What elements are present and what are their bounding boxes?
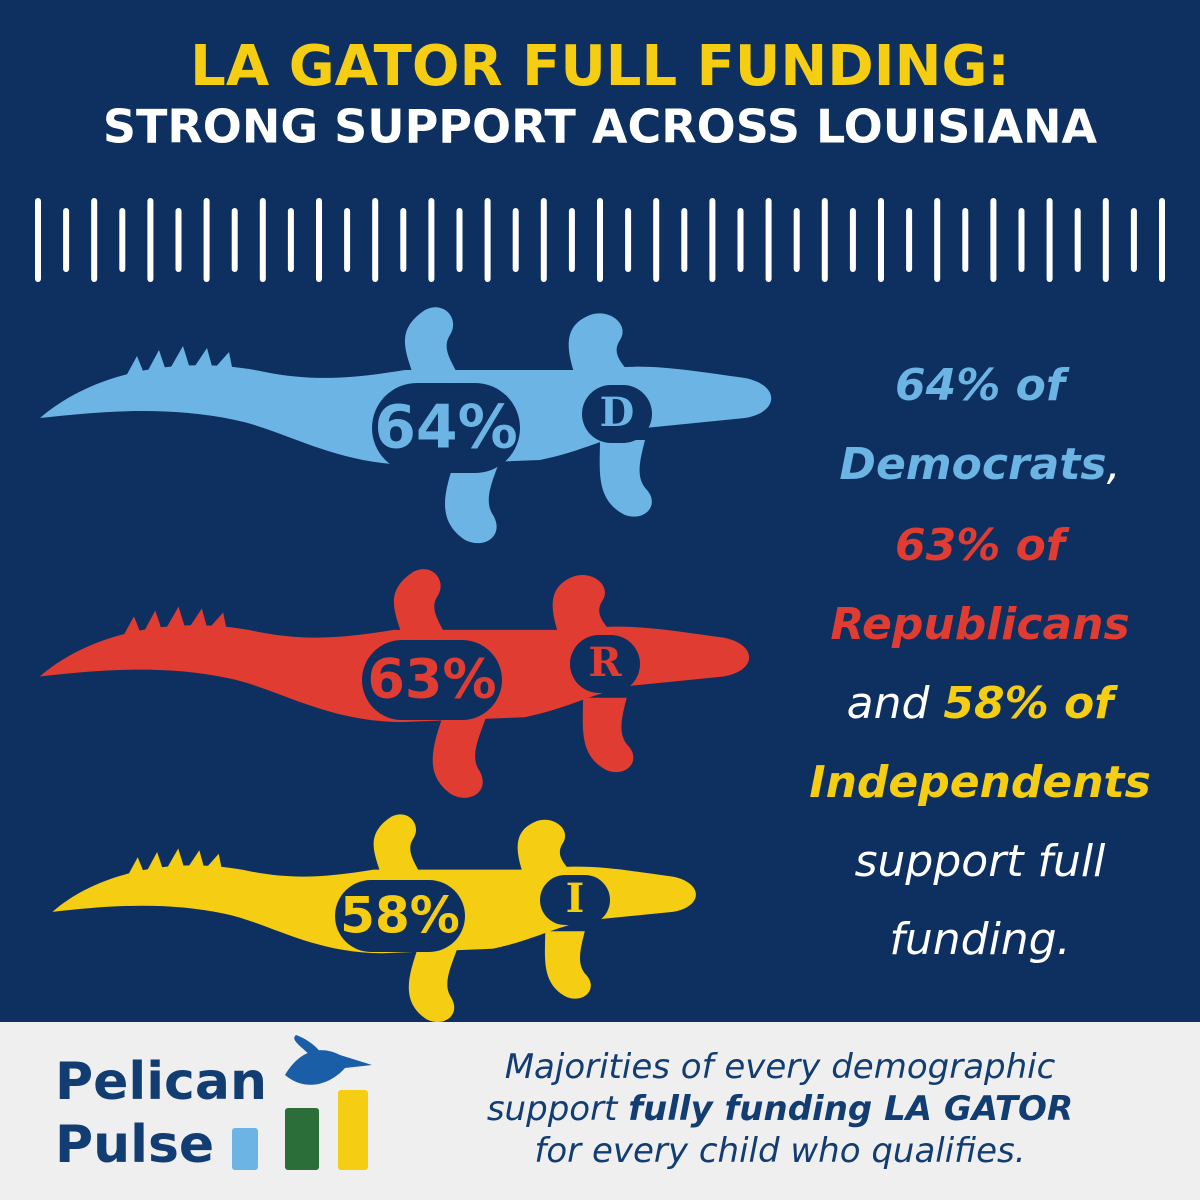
subtitle: STRONG SUPPORT ACROSS LOUISIANA [103, 100, 1098, 154]
ruler-tick [906, 208, 913, 272]
ruler-tick [737, 208, 744, 272]
ruler-tick [63, 208, 70, 272]
ruler-tick [372, 198, 379, 282]
statement-text: funding. [889, 914, 1070, 965]
statement-text: 64% of [895, 360, 1070, 411]
ruler-tick [203, 198, 210, 282]
ruler-tick [681, 208, 688, 272]
tagline-text: fully funding LA GATOR [628, 1089, 1073, 1129]
statement-text: 63% of [895, 520, 1070, 571]
statement-text: Independents [809, 757, 1151, 808]
party-pill [582, 385, 652, 443]
logo-bar [232, 1128, 258, 1170]
statement: 64% of Democrats, 63% of Republicans and 58%… [809, 360, 1151, 965]
gators: 64% D 63% R 58% I [39, 307, 772, 1023]
logo: Pelican Pulse [55, 1035, 372, 1175]
title: LA GATOR FULL FUNDING: [190, 34, 1010, 99]
ruler-tick [316, 198, 322, 282]
party-letter: I [566, 875, 585, 922]
logo-bar [338, 1090, 368, 1170]
footer-background [0, 1022, 1200, 1200]
ruler-tick [456, 208, 463, 272]
ruler-tick [849, 208, 856, 272]
ruler-tick [709, 198, 716, 282]
ruler-tick [1130, 208, 1137, 272]
statement-text: , [1107, 439, 1121, 490]
tagline: Majorities of every demographic support f… [487, 1047, 1073, 1171]
statement-text: Democrats [839, 439, 1106, 490]
tagline-text: for every child who qualifies. [534, 1131, 1025, 1171]
ruler-tick [119, 208, 126, 272]
percent-pill [362, 640, 502, 720]
percent-pill [372, 383, 520, 473]
logo-bar [285, 1108, 319, 1170]
ruler-tick [597, 198, 603, 282]
statement-text: support full [855, 836, 1107, 887]
ruler-tick [147, 198, 154, 282]
party-pill [570, 635, 640, 693]
ruler-tick [400, 208, 407, 272]
ruler-tick [344, 208, 351, 272]
ruler-tick [962, 208, 969, 272]
ruler-tick [1074, 208, 1081, 272]
ruler-tick [821, 198, 828, 282]
ruler-tick [1018, 208, 1025, 272]
tagline-text: support [487, 1089, 628, 1129]
ruler [35, 198, 1165, 282]
statement-text: 58% of [943, 678, 1118, 729]
statement-text: Republicans [830, 599, 1129, 650]
ruler-tick [765, 198, 772, 282]
ruler-tick [625, 208, 632, 272]
ruler-tick [91, 198, 98, 282]
tagline-text: Majorities of every demographic [505, 1047, 1056, 1087]
ruler-tick [793, 208, 800, 272]
ruler-tick [428, 198, 435, 282]
ruler-tick [540, 198, 547, 282]
logo-line: Pulse [55, 1115, 214, 1175]
ruler-tick [484, 198, 491, 282]
percent-label: 63% [367, 648, 496, 711]
ruler-tick [231, 208, 238, 272]
ruler-tick [568, 208, 575, 272]
percent-pill [335, 880, 465, 952]
ruler-tick [1046, 198, 1053, 282]
ruler-tick [512, 208, 519, 272]
statement-text: and [847, 678, 944, 729]
party-letter: D [600, 389, 635, 436]
ruler-tick [653, 198, 660, 282]
ruler-tick [287, 208, 294, 272]
ruler-tick [1159, 198, 1165, 282]
party-letter: R [588, 639, 622, 686]
percent-label: 64% [374, 393, 518, 463]
logo-bird [285, 1035, 372, 1085]
ruler-tick [878, 198, 884, 282]
party-pill [540, 875, 610, 925]
ruler-tick [35, 198, 41, 282]
ruler-tick [934, 198, 941, 282]
ruler-tick [1102, 198, 1109, 282]
percent-label: 58% [340, 887, 460, 945]
ruler-tick [259, 198, 266, 282]
background [0, 0, 1200, 1022]
ruler-tick [175, 208, 182, 272]
logo-line: Pelican [55, 1052, 267, 1112]
ruler-tick [990, 198, 997, 282]
